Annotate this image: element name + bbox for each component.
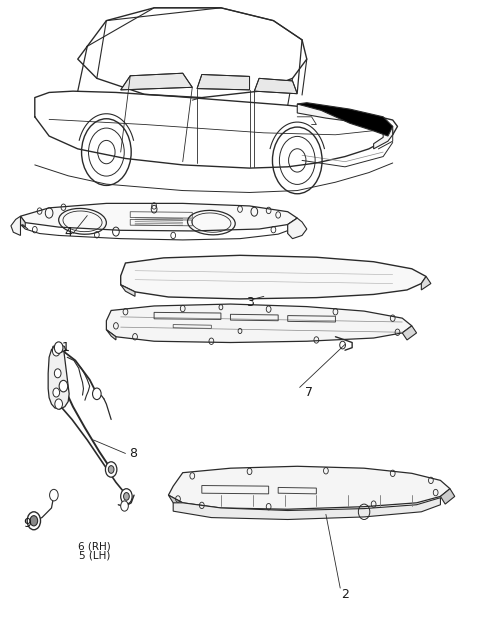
- Polygon shape: [21, 204, 297, 231]
- Polygon shape: [297, 102, 393, 136]
- Circle shape: [120, 489, 132, 504]
- Polygon shape: [120, 255, 426, 299]
- Circle shape: [106, 462, 117, 477]
- Circle shape: [54, 369, 61, 378]
- Polygon shape: [288, 218, 307, 239]
- Polygon shape: [11, 216, 21, 236]
- Polygon shape: [168, 466, 450, 509]
- Text: 9: 9: [24, 518, 32, 531]
- Polygon shape: [421, 276, 431, 290]
- Polygon shape: [107, 304, 412, 343]
- Polygon shape: [107, 330, 116, 340]
- Circle shape: [108, 466, 114, 473]
- Circle shape: [122, 489, 131, 501]
- Circle shape: [52, 346, 60, 356]
- Polygon shape: [441, 489, 455, 504]
- Circle shape: [53, 388, 60, 397]
- Circle shape: [107, 463, 116, 476]
- Circle shape: [30, 516, 37, 526]
- Circle shape: [93, 388, 101, 399]
- Text: 8: 8: [129, 447, 137, 460]
- Polygon shape: [297, 104, 393, 149]
- Polygon shape: [120, 73, 192, 90]
- Polygon shape: [48, 346, 69, 409]
- Text: 4: 4: [64, 226, 72, 239]
- Polygon shape: [173, 498, 441, 520]
- Polygon shape: [52, 345, 66, 353]
- Text: 7: 7: [305, 386, 313, 399]
- Circle shape: [120, 501, 128, 511]
- Circle shape: [54, 342, 63, 354]
- Circle shape: [59, 381, 68, 392]
- Circle shape: [49, 489, 58, 501]
- Polygon shape: [21, 216, 25, 227]
- Polygon shape: [254, 79, 297, 94]
- Text: 3: 3: [246, 296, 253, 309]
- Text: 6 (RH): 6 (RH): [78, 542, 111, 551]
- Text: 5 (LH): 5 (LH): [79, 551, 110, 561]
- Circle shape: [55, 399, 62, 409]
- Polygon shape: [120, 285, 135, 296]
- Polygon shape: [168, 495, 183, 508]
- Circle shape: [27, 512, 40, 530]
- Polygon shape: [197, 75, 250, 90]
- Circle shape: [123, 493, 129, 500]
- Text: 2: 2: [341, 588, 349, 601]
- Polygon shape: [402, 326, 417, 340]
- Polygon shape: [288, 218, 297, 234]
- Text: 1: 1: [62, 341, 70, 354]
